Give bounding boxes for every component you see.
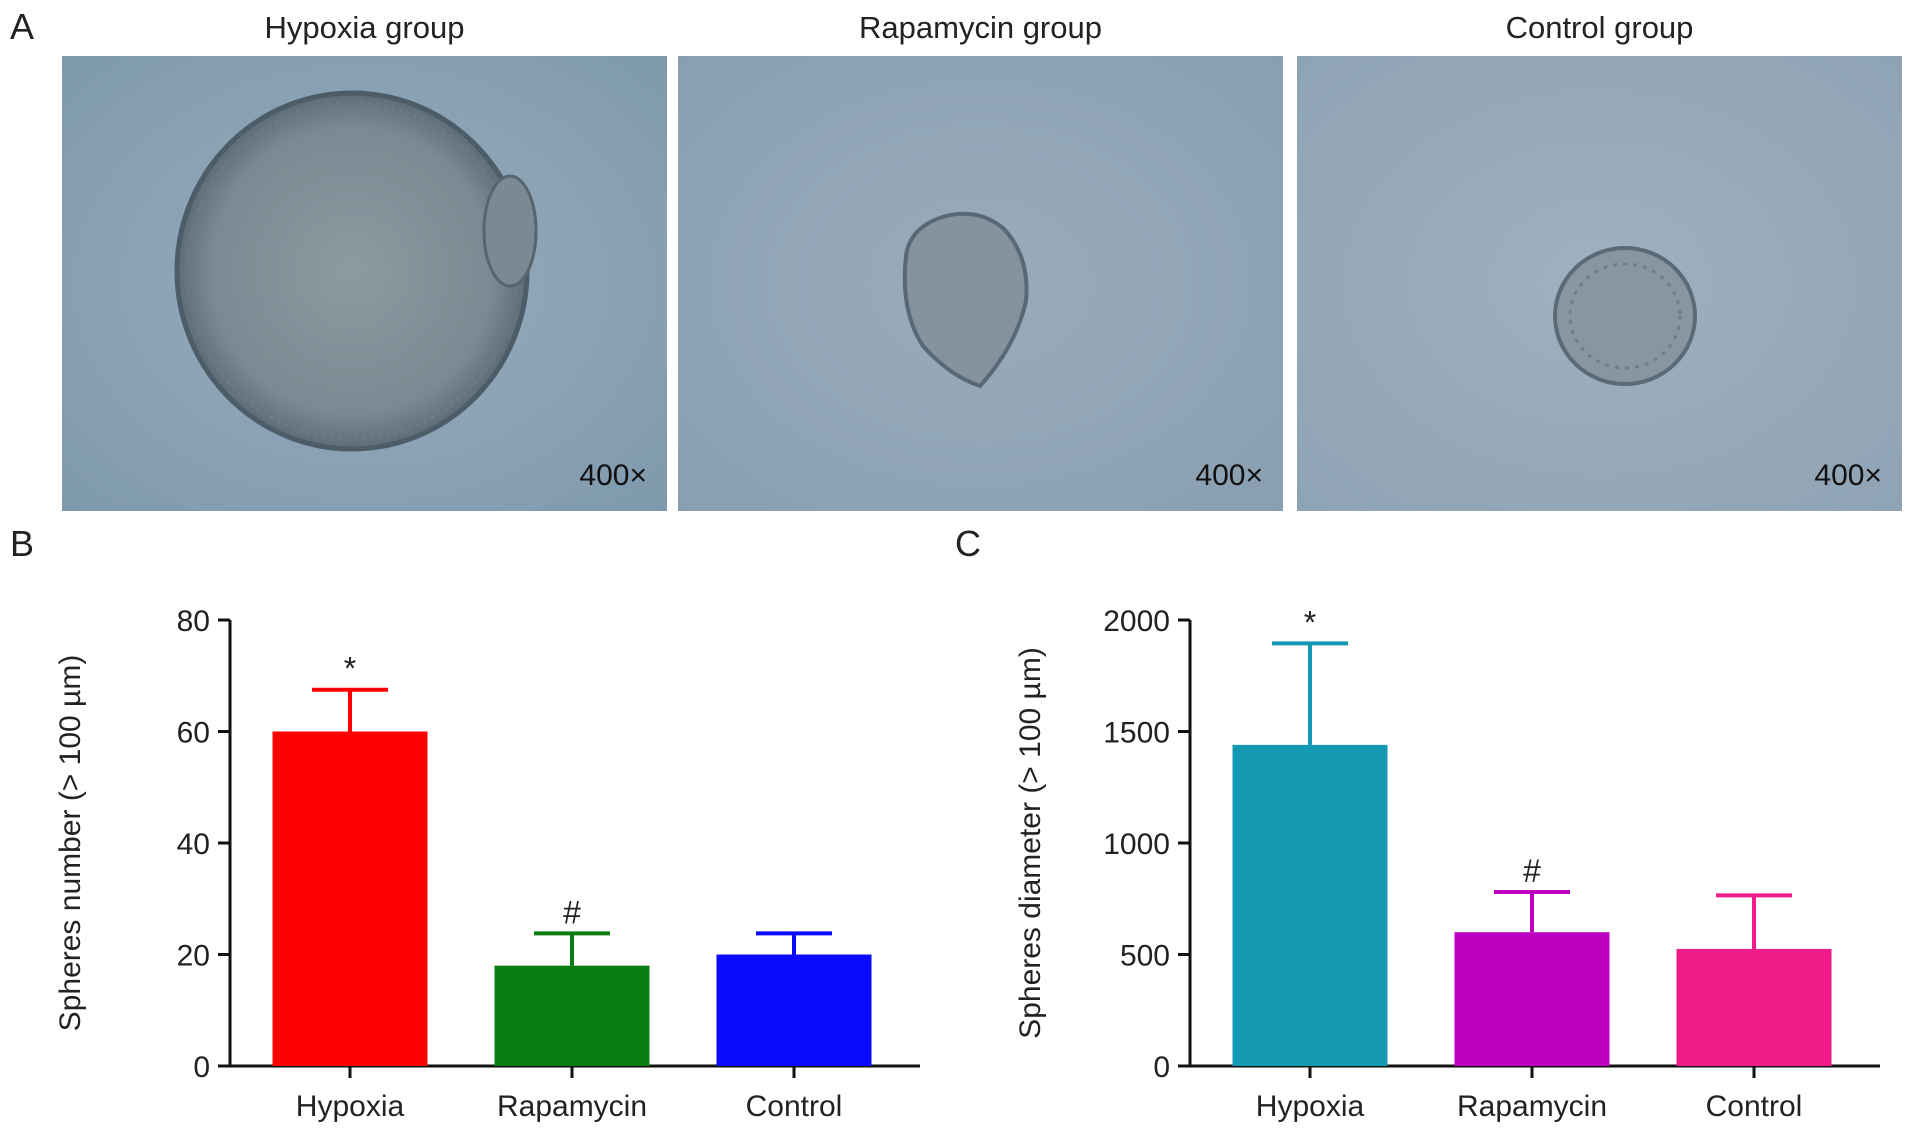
significance-marker: # xyxy=(563,894,581,930)
photo-title-control: Control group xyxy=(1505,10,1694,45)
photo-control: 400× xyxy=(1297,56,1902,511)
x-tick-label: Rapamycin xyxy=(497,1090,647,1123)
bar-hypoxia xyxy=(272,731,428,1066)
y-tick-label: 1500 xyxy=(1103,717,1170,750)
x-tick-label: Control xyxy=(746,1090,843,1123)
y-tick-label: 80 xyxy=(177,605,210,638)
y-tick-label: 0 xyxy=(1153,1051,1170,1084)
y-tick-label: 20 xyxy=(177,940,210,973)
x-tick-label: Rapamycin xyxy=(1457,1090,1607,1123)
photo-rapamycin: 400× xyxy=(678,56,1283,511)
magnification-label: 400× xyxy=(1814,459,1882,492)
y-tick-label: 60 xyxy=(177,717,210,750)
significance-marker: * xyxy=(1304,604,1316,640)
bar-hypoxia xyxy=(1232,744,1388,1066)
y-tick-label: 0 xyxy=(193,1051,210,1084)
photo-hypoxia: 400× xyxy=(62,56,667,511)
bar-chart-spheres-number: 0 20 40 60 80 Spheres number (> 100 µm) Hypoxi… xyxy=(54,605,920,1123)
y-tick-label: 2000 xyxy=(1103,605,1170,638)
y-tick-label: 1000 xyxy=(1103,828,1170,861)
panel-label-b: B xyxy=(10,523,35,564)
panel-label-c: C xyxy=(955,523,981,564)
photo-title-hypoxia: Hypoxia group xyxy=(264,10,465,45)
x-tick-label: Hypoxia xyxy=(296,1090,405,1123)
magnification-label: 400× xyxy=(1195,459,1263,492)
y-tick-label: 40 xyxy=(177,828,210,861)
significance-marker: # xyxy=(1523,853,1541,889)
x-tick-label: Control xyxy=(1706,1090,1803,1123)
magnification-label: 400× xyxy=(579,459,647,492)
y-tick-label: 500 xyxy=(1120,940,1170,973)
y-axis-title: Spheres diameter (> 100 µm) xyxy=(1014,647,1047,1039)
significance-marker: * xyxy=(344,651,356,687)
bar-control xyxy=(1676,948,1832,1066)
bar-rapamycin xyxy=(494,965,650,1066)
bar-rapamycin xyxy=(1454,932,1610,1066)
panel-label-a: A xyxy=(10,6,35,47)
photo-title-rapamycin: Rapamycin group xyxy=(859,10,1102,45)
bar-chart-spheres-diameter: 0 500 1000 1500 2000 Spheres diameter (> 100 … xyxy=(1014,604,1880,1123)
x-tick-label: Hypoxia xyxy=(1256,1090,1365,1123)
bar-control xyxy=(716,954,872,1066)
y-axis-title: Spheres number (> 100 µm) xyxy=(54,655,87,1032)
